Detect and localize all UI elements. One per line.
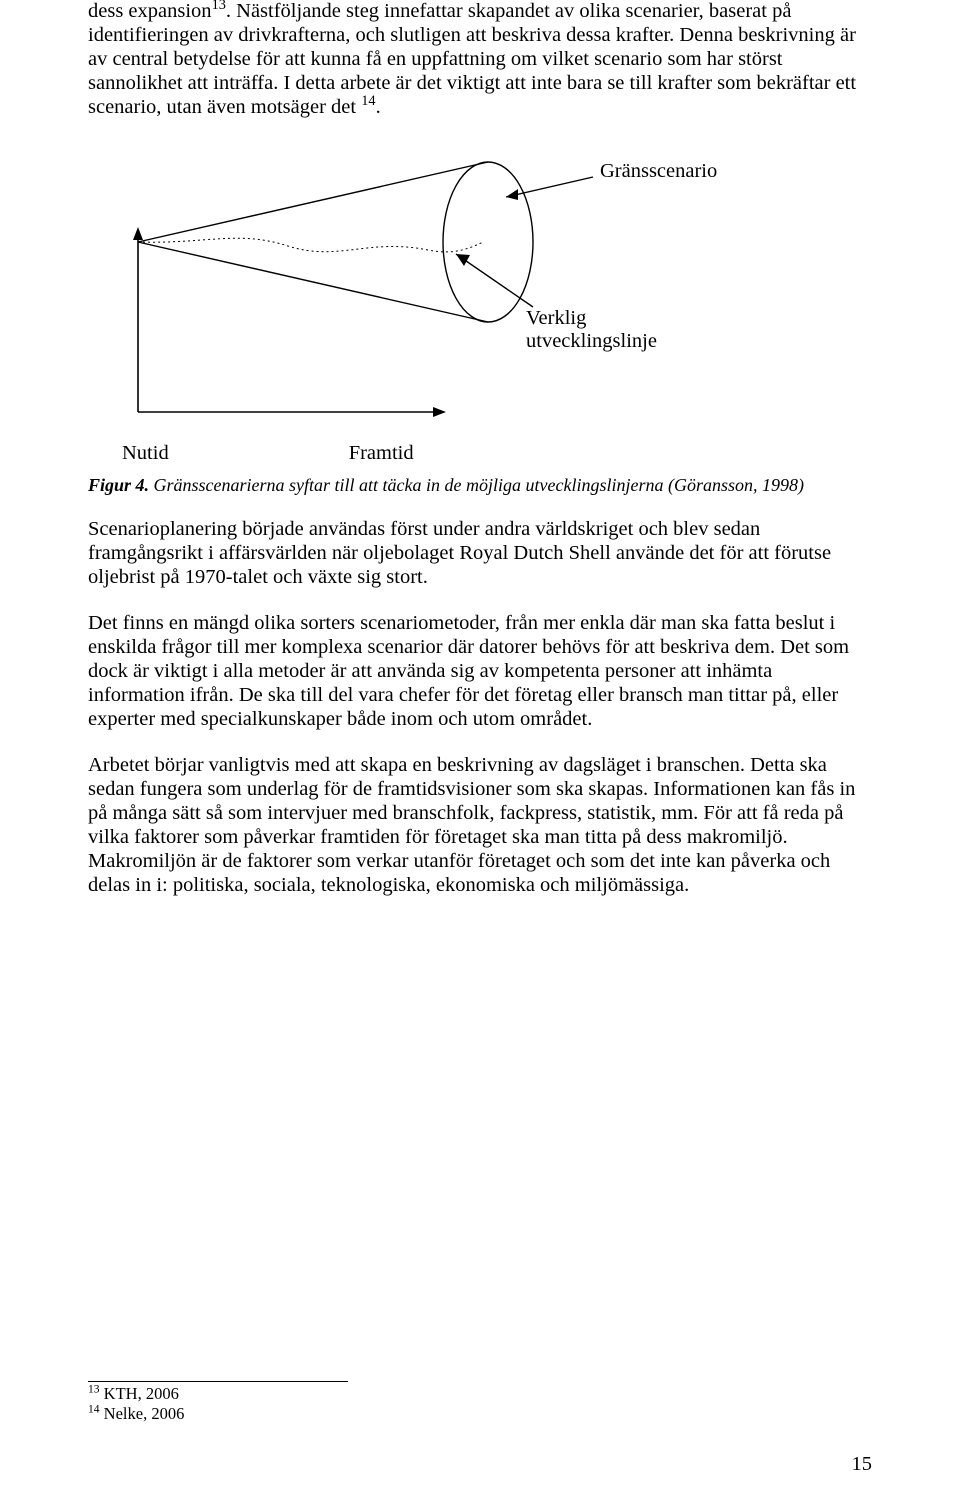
label-real-line2: utvecklingslinje: [526, 330, 657, 353]
paragraph-4: Det finns en mängd olika sorters scenari…: [88, 612, 872, 732]
axis-future-label: Framtid: [349, 442, 414, 465]
page-number: 15: [852, 1453, 873, 1476]
figure-caption: Figur 4. Gränsscenarierna syftar till at…: [88, 475, 872, 496]
footnote-separator: [88, 1381, 348, 1382]
scenario-cone-diagram: Gränsscenario Verklig utvecklingslinje: [88, 142, 872, 432]
figure-caption-text: Gränsscenarierna syftar till att täcka i…: [149, 475, 804, 495]
footnote-13-num: 13: [88, 1384, 100, 1396]
footnote-14: 14 Nelke, 2006: [88, 1404, 348, 1424]
label-boundary-scenario: Gränsscenario: [600, 160, 717, 183]
page-content: dess expansion13. Nästföljande steg inne…: [0, 0, 960, 1512]
label-real-line1: Verklig: [526, 307, 657, 330]
footnote-ref-14: 14: [361, 93, 375, 109]
paragraph-5: Arbetet börjar vanligtvis med att skapa …: [88, 754, 872, 898]
p1-end: .: [376, 96, 381, 118]
cone-svg: [88, 142, 868, 432]
label-real-dev-line: Verklig utvecklingslinje: [526, 307, 657, 353]
footnote-13-text: KTH, 2006: [100, 1384, 179, 1403]
paragraph-3: Scenarioplanering började användas först…: [88, 518, 872, 590]
footnotes-block: 13 KTH, 2006 14 Nelke, 2006: [88, 1381, 348, 1424]
axis-now-label: Nutid: [122, 442, 169, 465]
figure-label: Figur 4.: [88, 475, 149, 495]
footnote-13: 13 KTH, 2006: [88, 1384, 348, 1404]
p1-text-a: dess expansion: [88, 0, 212, 22]
footnote-14-num: 14: [88, 1404, 100, 1416]
axis-labels: Nutid Framtid: [122, 442, 872, 465]
footnote-14-text: Nelke, 2006: [100, 1404, 185, 1423]
paragraph-1: dess expansion13. Nästföljande steg inne…: [88, 0, 872, 120]
footnote-ref-13: 13: [212, 0, 226, 13]
